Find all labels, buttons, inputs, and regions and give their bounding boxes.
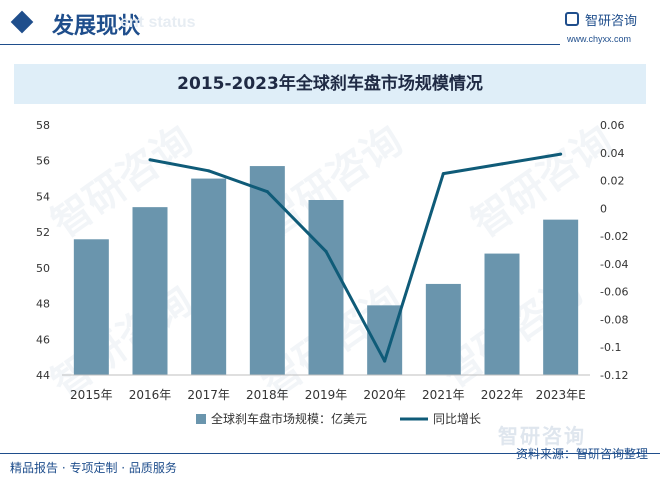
legend-line-label: 同比增长	[433, 412, 481, 426]
y-left-tick-label: 46	[36, 333, 50, 346]
growth-point	[383, 359, 387, 363]
x-tick-label: 2018年	[246, 388, 289, 402]
bar	[73, 239, 109, 375]
x-tick-label: 2017年	[187, 388, 230, 402]
y-left-tick-label: 54	[36, 190, 50, 203]
bar	[249, 166, 285, 375]
x-tick-label: 2023年E	[536, 388, 586, 402]
bar	[308, 200, 344, 375]
bar	[484, 253, 520, 375]
y-right-tick-label: -0.1	[600, 341, 621, 354]
growth-line	[149, 152, 561, 363]
growth-point	[148, 158, 152, 162]
x-tick-label: 2022年	[481, 388, 524, 402]
growth-point	[559, 152, 563, 156]
x-tick-label: 2019年	[305, 388, 348, 402]
growth-point	[500, 162, 504, 166]
y-left-tick-label: 44	[36, 369, 50, 382]
chart-title: 2015-2023年全球刹车盘市场规模情况	[177, 74, 483, 94]
x-tick-label: 2016年	[129, 388, 172, 402]
page-header: 发展现状 ent status 智研咨询 www.chyxx.com	[0, 0, 660, 50]
diamond-icon	[10, 10, 34, 34]
brand-logo: 智研咨询 www.chyxx.com	[565, 12, 655, 48]
y-left-tick-label: 48	[36, 298, 50, 311]
y-left-tick-label: 50	[36, 262, 50, 275]
y-right-tick-label: -0.08	[600, 313, 628, 326]
legend-bar-swatch	[196, 414, 206, 424]
footer-divider	[0, 453, 660, 454]
header-divider	[0, 44, 560, 45]
y-right-tick-label: 0.02	[600, 175, 625, 188]
y-right-tick-label: 0	[600, 202, 607, 215]
y-right-tick-label: -0.04	[600, 258, 628, 271]
bar	[191, 178, 227, 375]
x-tick-label: 2020年	[363, 388, 406, 402]
chart-canvas: 44 46 48 50 52 54 56 58 -0.12 -0.1 -0.08 -0.06 -0.04…	[36, 119, 628, 426]
y-left-tick-label: 58	[36, 119, 50, 132]
y-right-tick-label: -0.12	[600, 369, 628, 382]
footer-watermark: 智研咨询	[498, 424, 586, 448]
y-right-tick-label: 0.04	[600, 147, 625, 160]
bar	[132, 207, 168, 375]
bar	[543, 219, 579, 375]
y-left-tick-label: 52	[36, 226, 50, 239]
y-right-tick-label: -0.02	[600, 230, 628, 243]
x-tick-label: 2021年	[422, 388, 465, 402]
legend-bar-label: 全球刹车盘市场规模：亿美元	[211, 411, 367, 426]
bar	[425, 283, 461, 375]
section-title: 发展现状	[52, 14, 141, 39]
y-left-tick-label: 56	[36, 155, 50, 168]
section-subtitle: ent status	[120, 14, 196, 31]
brand-name: 智研咨询	[585, 14, 638, 29]
footer-source: 资料来源：智研咨询整理	[515, 447, 648, 461]
brand-mark-icon	[565, 12, 579, 26]
footer-slogan: 精品报告 · 专项定制 · 品质服务	[10, 461, 177, 475]
brand-url: www.chyxx.com	[567, 34, 632, 44]
y-right-tick-label: -0.06	[600, 286, 628, 299]
growth-point	[265, 190, 269, 194]
x-tick-label: 2015年	[70, 388, 113, 402]
y-right-tick-label: 0.06	[600, 119, 625, 132]
growth-point	[207, 169, 211, 173]
chart-title-banner: 2015-2023年全球刹车盘市场规模情况	[14, 64, 646, 104]
growth-point	[324, 249, 328, 253]
growth-point	[441, 172, 445, 176]
